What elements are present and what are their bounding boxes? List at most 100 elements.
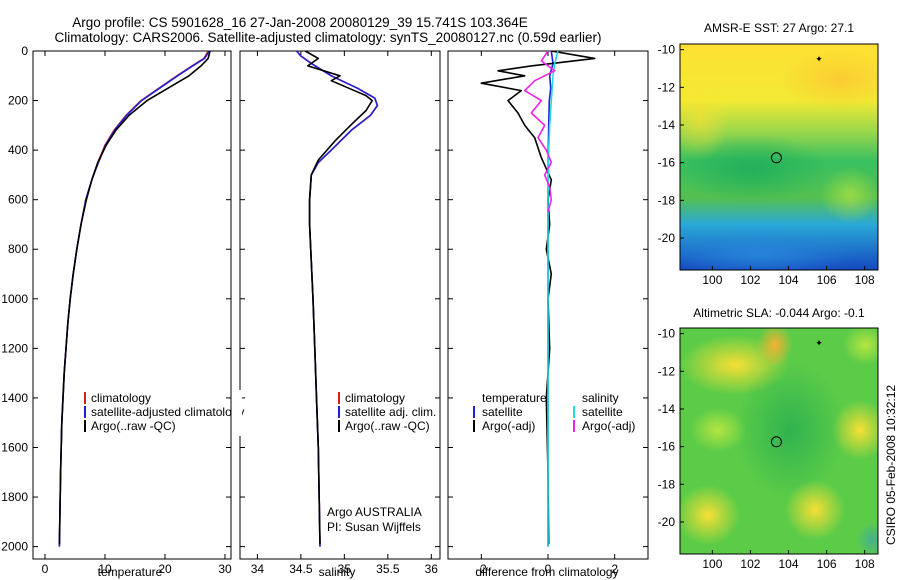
x-tick-label: 0 xyxy=(42,562,49,576)
map-x-tick-label: 108 xyxy=(855,273,875,287)
salinity-legend: climatology satellite adj. clim. Argo(..… xyxy=(327,391,436,534)
y-tick-label: 2000 xyxy=(1,540,28,554)
sla-map-title: Altimetric SLA: -0.044 Argo: -0.1 xyxy=(693,306,865,320)
salinity-series xyxy=(295,51,379,547)
map-y-tick-label: -12 xyxy=(658,80,676,94)
legend-temperature-header: temperature xyxy=(482,391,547,405)
sla-yellow-se xyxy=(785,480,845,540)
x-tick-label: 35.5 xyxy=(376,562,400,576)
temperature-legend-mask xyxy=(232,390,242,436)
legend-salinity-header: salinity xyxy=(582,391,619,405)
y-tick-label: 1800 xyxy=(1,490,28,504)
y-tick-label: 1200 xyxy=(1,341,28,355)
legend-argo-label: Argo(..raw -QC) xyxy=(91,419,176,433)
x-tick-label: 34 xyxy=(251,562,265,576)
legend-sal-sat-label: satellite xyxy=(582,405,623,419)
y-tick-label: 1400 xyxy=(1,391,28,405)
temperature-panel-frame xyxy=(32,50,232,560)
sst-marker: ✦ xyxy=(815,54,823,64)
y-tick-label: 1000 xyxy=(1,292,28,306)
x-tick-label: -2 xyxy=(476,562,487,576)
map-x-tick-label: 102 xyxy=(740,273,760,287)
map-y-tick-label: -20 xyxy=(658,515,676,529)
series-line-temperature-argo-adj- xyxy=(480,51,596,545)
map-y-tick-label: -18 xyxy=(658,477,676,491)
series-line-climatology xyxy=(58,51,209,547)
y-tick-label: 600 xyxy=(8,193,28,207)
series-line-argo-raw-qc- xyxy=(304,51,374,545)
sst-map-title: AMSR-E SST: 27 Argo: 27.1 xyxy=(704,21,854,35)
series-line-salinity-satellite xyxy=(547,51,559,547)
x-tick-label: 30 xyxy=(218,562,232,576)
sst-map-frame xyxy=(679,43,879,271)
difference-xlabel: difference from climatology xyxy=(475,565,618,579)
map-x-tick-label: 102 xyxy=(740,557,760,571)
sla-yellow-ne xyxy=(843,328,878,365)
sla-yellow-w xyxy=(690,408,746,452)
sla-green-center xyxy=(735,360,845,500)
series-line-salinity-argo-adj- xyxy=(523,51,556,213)
y-tick-label: 200 xyxy=(8,94,28,108)
salinity-xlabel: salinity xyxy=(319,565,356,579)
sla-yellow-sw xyxy=(680,485,740,545)
sst-blue-patch xyxy=(680,230,855,270)
legend-satellite-label: satellite-adjusted climatology xyxy=(91,405,244,419)
map-x-tick-label: 106 xyxy=(817,557,837,571)
sst-map-axes: 100 102 104 106 108 -10 -12 -14 -16 -18 -20 xyxy=(658,43,875,287)
temperature-series xyxy=(58,51,211,547)
sla-yellow-e xyxy=(832,400,878,460)
map-x-tick-label: 100 xyxy=(702,557,722,571)
map-y-tick-label: -20 xyxy=(658,231,676,245)
map-x-tick-label: 108 xyxy=(855,557,875,571)
difference-axes: -2 0 2 xyxy=(448,50,648,576)
x-tick-label: 35 xyxy=(338,562,352,576)
figure-title-line1: Argo profile: CS 5901628_16 27-Jan-2008 … xyxy=(72,15,528,30)
legend-sal-satellite-label: satellite adj. clim. xyxy=(345,405,436,419)
argo-credit: Argo AUSTRALIA xyxy=(327,505,422,519)
temperature-legend: climatology satellite-adjusted climatolo… xyxy=(84,391,244,433)
pi-credit: PI: Susan Wijffels xyxy=(327,520,421,534)
series-line-satellite-adjusted-climatology xyxy=(58,51,211,547)
map-y-tick-label: -16 xyxy=(658,440,676,454)
sla-map-frame xyxy=(679,327,879,555)
figure-title-line2: Climatology: CARS2006. Satellite-adjuste… xyxy=(54,30,601,45)
map-y-tick-label: -16 xyxy=(658,156,676,170)
map-x-tick-label: 106 xyxy=(817,273,837,287)
map-x-tick-label: 100 xyxy=(702,273,722,287)
sst-light-patch xyxy=(820,167,878,223)
difference-legend: temperature salinity satellite Argo(-adj… xyxy=(473,391,635,433)
x-tick-label: 10 xyxy=(98,562,112,576)
map-y-tick-label: -18 xyxy=(658,193,676,207)
map-y-tick-label: -10 xyxy=(658,43,676,57)
salinity-panel-frame xyxy=(239,50,441,560)
map-y-tick-label: -14 xyxy=(658,402,676,416)
legend-sal-argo-label: Argo(-adj) xyxy=(582,419,635,433)
sst-map-field xyxy=(680,44,878,270)
series-line-argo-raw-qc- xyxy=(58,51,211,545)
x-tick-label: 34.5 xyxy=(289,562,313,576)
salinity-axes: 34 34.5 35 35.5 36 xyxy=(240,50,440,576)
sla-orange-n xyxy=(757,328,793,367)
sla-map-axes: 100 102 104 106 108 -10 -12 -14 -16 -18 -20 xyxy=(658,327,875,571)
map-y-tick-label: -14 xyxy=(658,118,676,132)
series-line-satellite-adj-clim- xyxy=(295,51,379,547)
temperature-axes: 0 10 20 30 0 200 400 600 800 1000 1200 1400 1600 1800… xyxy=(1,44,232,576)
legend-sal-argo-label: Argo(..raw -QC) xyxy=(345,419,430,433)
sst-warm-patch xyxy=(780,50,878,110)
sla-blue-se xyxy=(856,522,878,554)
map-x-tick-label: 104 xyxy=(779,557,799,571)
x-tick-label: 0 xyxy=(545,562,552,576)
x-tick-label: 20 xyxy=(158,562,172,576)
y-tick-label: 400 xyxy=(8,143,28,157)
y-tick-label: 0 xyxy=(21,44,28,58)
map-y-tick-label: -10 xyxy=(658,327,676,341)
legend-temp-argo-label: Argo(-adj) xyxy=(482,419,535,433)
x-tick-label: 2 xyxy=(611,562,618,576)
sla-map-field xyxy=(680,328,878,554)
y-tick-label: 1600 xyxy=(1,440,28,454)
sla-float-position xyxy=(770,436,782,448)
csiro-timestamp: CSIRO 05-Feb-2008 10:32:12 xyxy=(884,385,898,545)
map-y-tick-label: -12 xyxy=(658,364,676,378)
sst-yellow-left xyxy=(680,80,730,160)
